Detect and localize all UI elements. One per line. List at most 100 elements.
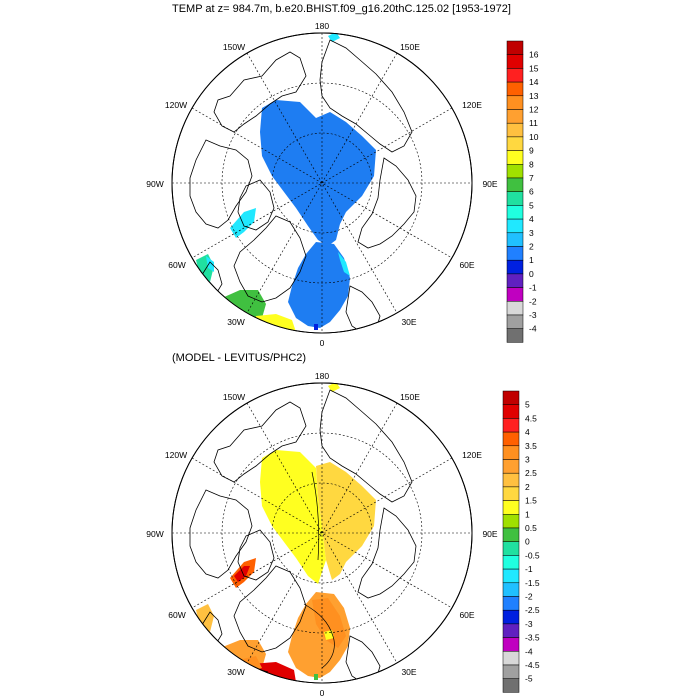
coastlines-top: [189, 39, 417, 333]
colorbar-tick-label: -5: [525, 674, 533, 684]
colorbar-tick-label: 4.5: [525, 413, 537, 423]
colorbar-swatch: [502, 431, 520, 447]
colorbar-swatch: [502, 678, 520, 693]
colorbar-swatch: [502, 664, 520, 679]
lon-label: 150E: [400, 42, 420, 52]
lon-label: 60W: [168, 610, 185, 620]
colorbar-swatch: [502, 527, 520, 542]
polar-map-top: 180 150E 120E 90E 60E 30E 0 30W 60W 90W …: [146, 21, 538, 348]
colorbar-swatch: [506, 246, 524, 261]
colorbar-swatch: [502, 418, 520, 433]
colorbar-swatch: [502, 459, 520, 474]
colorbar-tick-label: 14: [529, 77, 539, 87]
coastlines-bottom: [189, 389, 417, 683]
field-spot-top: [314, 324, 318, 330]
colorbar-swatch: [506, 259, 524, 275]
colorbar-tick-label: 13: [529, 91, 539, 101]
colorbar-swatch: [502, 500, 520, 515]
lon-label: 60E: [459, 610, 474, 620]
lon-label: 90W: [146, 529, 163, 539]
colorbar-tick-label: 5: [525, 400, 530, 410]
colorbar-tick-label: 12: [529, 105, 539, 115]
polar-map-bottom: 180 150E 120E 90E 60E 30E 0 30W 60W 90W …: [146, 371, 540, 698]
colorbar-swatch: [502, 445, 520, 460]
field-arctic-basin-top: [260, 100, 376, 246]
colorbar-swatch: [506, 177, 524, 192]
colorbar-tick-label: 10: [529, 132, 539, 142]
lon-label: 30W: [227, 667, 244, 677]
colorbar-tick-label: 4: [525, 427, 530, 437]
chart-title-bottom: (MODEL - LEVITUS/PHC2): [172, 352, 307, 364]
colorbar-swatch: [502, 609, 520, 625]
colorbar-swatch: [506, 328, 524, 343]
colorbar-tick-label: -1: [529, 283, 537, 293]
lon-label: 120E: [462, 450, 482, 460]
colorbar-tick-label: 2: [525, 482, 530, 492]
lon-labels-bottom: 180 150E 120E 90E 60E 30E 0 30W 60W 90W …: [146, 371, 498, 698]
colorbar-swatch: [506, 40, 524, 55]
field-labrador-edge-top: [206, 256, 214, 272]
field-bering-bottom: [328, 383, 340, 392]
colorbar-swatch: [502, 514, 520, 529]
colorbar-tick-label: -2.5: [525, 605, 540, 615]
graticule-top: [172, 33, 472, 333]
colorbar-tick-label: 3: [525, 455, 530, 465]
field-baffin-core-bottom: [234, 566, 250, 582]
lon-label: 150E: [400, 392, 420, 402]
colorbar-tick-label: 0: [525, 537, 530, 547]
lon-label: 150W: [223, 42, 245, 52]
field-bering-top: [328, 33, 340, 42]
colorbar-swatch: [506, 232, 524, 247]
colorbar-swatch: [502, 568, 520, 584]
colorbar-tick-label: 5: [529, 200, 534, 210]
colorbar-swatch: [502, 582, 520, 597]
colorbar-swatch: [506, 109, 524, 124]
colorbar-swatch: [506, 95, 524, 110]
colorbar-swatch: [506, 273, 524, 288]
lon-label: 90E: [482, 179, 497, 189]
colorbar-tick-label: 9: [529, 146, 534, 156]
field-arctic-basin-west-bottom: [260, 450, 326, 584]
colorbar-tick-label: -2: [529, 296, 537, 306]
field-nordic-edge-top: [338, 252, 350, 276]
colorbar-tick-label: -3.5: [525, 633, 540, 643]
colorbar-swatch: [502, 637, 520, 652]
lon-label: 0: [320, 688, 325, 698]
lon-label: 60W: [168, 260, 185, 270]
lon-label: 180: [315, 21, 329, 31]
colorbar-swatch: [506, 164, 524, 179]
colorbar-bottom: 5 4.5 4 3.5 3 2.5 2 1.5 1 0.5 0 -0.5 -1 -1.5 -2 -2.5 -3 -…: [502, 390, 540, 693]
colorbar-tick-label: -4: [525, 646, 533, 656]
colorbar-tick-label: -1: [525, 564, 533, 574]
graticule-bottom: [172, 383, 472, 683]
colorbar-tick-label: -3: [525, 619, 533, 629]
colorbar-tick-label: -2: [525, 592, 533, 602]
colorbar-tick-label: 1: [525, 509, 530, 519]
lon-label: 0: [320, 338, 325, 348]
colorbar-tick-label: -3: [529, 310, 537, 320]
colorbar-tick-label: 0.5: [525, 523, 537, 533]
colorbar-swatch: [502, 404, 520, 419]
lon-label: 150W: [223, 392, 245, 402]
lon-label: 120E: [462, 100, 482, 110]
colorbar-swatch: [506, 301, 524, 316]
colorbar-swatch: [502, 623, 520, 638]
colorbar-tick-label: 1: [529, 255, 534, 265]
colorbar-tick-label: 2: [529, 242, 534, 252]
colorbar-swatch: [502, 651, 520, 666]
field-arctic-basin-east-bottom: [316, 462, 376, 580]
colorbar-swatch: [506, 191, 524, 206]
lon-label: 180: [315, 371, 329, 381]
colorbar-swatch: [502, 472, 520, 488]
colorbar-swatch: [502, 390, 520, 405]
colorbar-tick-label: 4: [529, 214, 534, 224]
colorbar-swatch: [506, 218, 524, 234]
colorbar-tick-label: -0.5: [525, 550, 540, 560]
colorbar-swatch: [506, 68, 524, 83]
colorbar-tick-label: -1.5: [525, 578, 540, 588]
colorbar-swatch: [506, 287, 524, 302]
colorbar-swatch: [506, 54, 524, 69]
colorbar-swatch: [506, 150, 524, 165]
